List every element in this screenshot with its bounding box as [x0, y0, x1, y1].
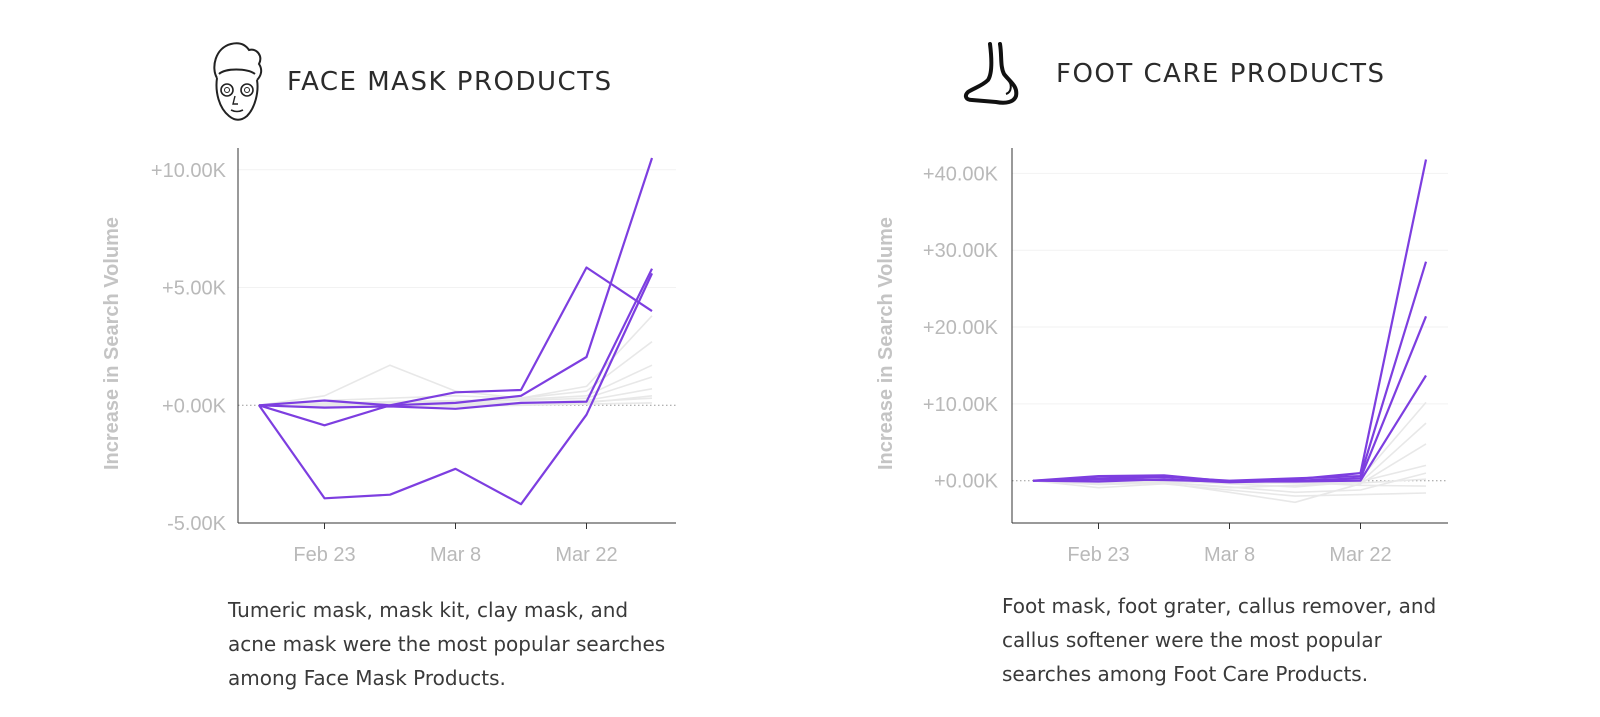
x-tick-label: Feb 23 — [1067, 544, 1129, 566]
y-tick-label: +0.00K — [934, 471, 999, 493]
x-tick-label: Mar 8 — [430, 544, 481, 566]
y-axis-label: Increase in Search Volume — [101, 217, 123, 470]
x-tick-label: Mar 22 — [555, 544, 617, 566]
highlighted-series-line — [258, 272, 653, 506]
y-tick-label: +10.00K — [151, 160, 227, 182]
chart-title: FOOT CARE PRODUCTS — [1056, 59, 1386, 89]
highlighted-series-line — [258, 266, 653, 407]
y-tick-label: +30.00K — [923, 240, 999, 262]
highlighted-series-line — [258, 268, 653, 410]
highlighted-series-line — [1032, 159, 1428, 483]
highlighted-series-line — [1032, 374, 1427, 483]
y-tick-label: -5.00K — [167, 513, 227, 535]
face-mask-header: FACE MASK PRODUCTS — [205, 40, 613, 124]
foot-care-chart: +0.00K +10.00K +20.00K +30.00K +40.00K Feb 23… — [875, 148, 1448, 566]
foot-care-panel: FOOT CARE PRODUCTS +0.00K +10.00K +20.00K +… — [800, 0, 1600, 717]
y-tick-label: +0.00K — [162, 395, 227, 417]
x-tick-label: Mar 8 — [1204, 544, 1255, 566]
chart-title: FACE MASK PRODUCTS — [287, 67, 613, 97]
chart-caption: Foot mask, foot grater, callus remover, … — [1002, 594, 1437, 686]
foot-icon — [963, 42, 1019, 105]
y-tick-label: +40.00K — [923, 163, 999, 185]
y-tick-label: +20.00K — [923, 317, 999, 339]
y-tick-label: +5.00K — [162, 278, 227, 300]
chart-caption: Tumeric mask, mask kit, clay mask, and a… — [228, 598, 666, 690]
face-mask-icon — [213, 42, 263, 121]
foot-care-header: FOOT CARE PRODUCTS — [960, 40, 1386, 108]
y-tick-label: +10.00K — [923, 394, 999, 416]
background-series-line — [258, 364, 653, 407]
background-series-line — [258, 402, 653, 408]
x-tick-label: Mar 22 — [1329, 544, 1391, 566]
highlighted-series-line — [1032, 261, 1428, 482]
face-mask-panel: FACE MASK PRODUCTS -5.00K +0.00K +5.00K +10… — [101, 40, 676, 690]
highlighted-series-line — [258, 157, 654, 427]
x-tick-label: Feb 23 — [293, 544, 355, 566]
background-series-line — [258, 315, 653, 407]
y-axis-label: Increase in Search Volume — [875, 217, 897, 470]
face-mask-chart: -5.00K +0.00K +5.00K +10.00K Feb 23 Mar 8 Mar … — [101, 148, 676, 566]
background-series-line — [1032, 479, 1427, 497]
